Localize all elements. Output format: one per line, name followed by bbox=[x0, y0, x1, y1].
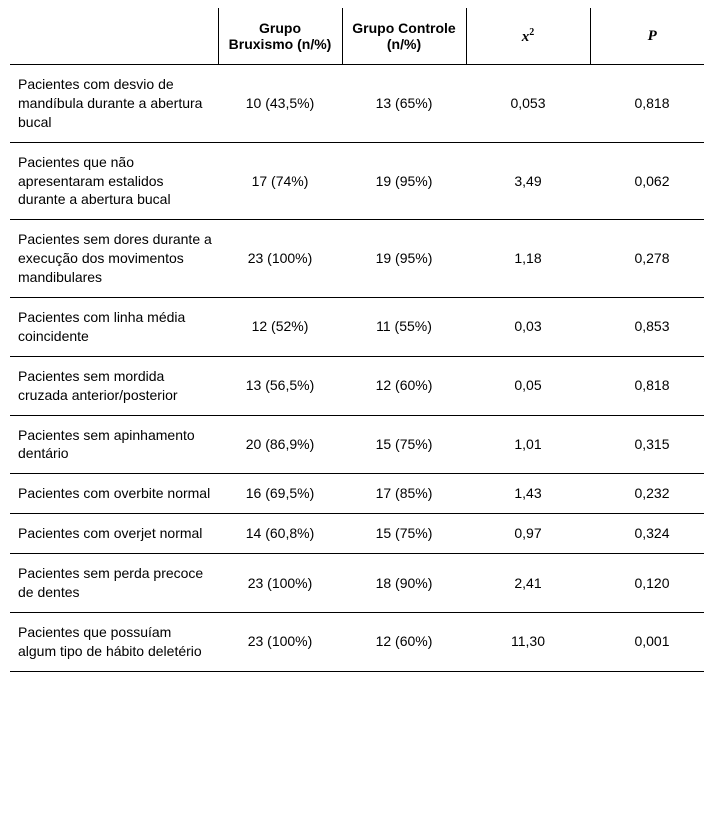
cell-p: 0,315 bbox=[590, 415, 704, 474]
cell-controle: 15 (75%) bbox=[342, 514, 466, 554]
col-header-chi2: x2 bbox=[466, 8, 590, 65]
table-row: Pacientes sem apinhamento dentário20 (86… bbox=[10, 415, 704, 474]
cell-bruxismo: 17 (74%) bbox=[218, 142, 342, 220]
table-row: Pacientes que não apresentaram estalidos… bbox=[10, 142, 704, 220]
cell-bruxismo: 14 (60,8%) bbox=[218, 514, 342, 554]
table-row: Pacientes sem mordida cruzada anterior/p… bbox=[10, 356, 704, 415]
cell-controle: 15 (75%) bbox=[342, 415, 466, 474]
cell-p: 0,324 bbox=[590, 514, 704, 554]
cell-controle: 17 (85%) bbox=[342, 474, 466, 514]
col-header-bruxismo: Grupo Bruxismo (n/%) bbox=[218, 8, 342, 65]
cell-chi2: 2,41 bbox=[466, 554, 590, 613]
table-row: Pacientes sem perda precoce de dentes23 … bbox=[10, 554, 704, 613]
cell-controle: 19 (95%) bbox=[342, 142, 466, 220]
table-header: Grupo Bruxismo (n/%) Grupo Controle (n/%… bbox=[10, 8, 704, 65]
cell-controle: 13 (65%) bbox=[342, 65, 466, 143]
clinical-comparison-table: Grupo Bruxismo (n/%) Grupo Controle (n/%… bbox=[10, 8, 704, 672]
cell-desc: Pacientes com desvio de mandíbula durant… bbox=[10, 65, 218, 143]
cell-p: 0,278 bbox=[590, 220, 704, 298]
cell-chi2: 0,05 bbox=[466, 356, 590, 415]
table-row: Pacientes que possuíam algum tipo de háb… bbox=[10, 612, 704, 671]
cell-chi2: 3,49 bbox=[466, 142, 590, 220]
cell-p: 0,818 bbox=[590, 65, 704, 143]
cell-desc: Pacientes sem dores durante a execução d… bbox=[10, 220, 218, 298]
cell-bruxismo: 23 (100%) bbox=[218, 612, 342, 671]
cell-bruxismo: 16 (69,5%) bbox=[218, 474, 342, 514]
cell-desc: Pacientes que possuíam algum tipo de háb… bbox=[10, 612, 218, 671]
cell-chi2: 1,43 bbox=[466, 474, 590, 514]
table-body: Pacientes com desvio de mandíbula durant… bbox=[10, 65, 704, 672]
table-container: Grupo Bruxismo (n/%) Grupo Controle (n/%… bbox=[0, 0, 704, 692]
cell-desc: Pacientes sem apinhamento dentário bbox=[10, 415, 218, 474]
cell-desc: Pacientes com overbite normal bbox=[10, 474, 218, 514]
cell-desc: Pacientes que não apresentaram estalidos… bbox=[10, 142, 218, 220]
cell-p: 0,853 bbox=[590, 298, 704, 357]
cell-chi2: 1,18 bbox=[466, 220, 590, 298]
col-header-controle: Grupo Controle (n/%) bbox=[342, 8, 466, 65]
cell-chi2: 0,03 bbox=[466, 298, 590, 357]
cell-bruxismo: 10 (43,5%) bbox=[218, 65, 342, 143]
table-row: Pacientes com overjet normal14 (60,8%)15… bbox=[10, 514, 704, 554]
cell-controle: 19 (95%) bbox=[342, 220, 466, 298]
cell-p: 0,818 bbox=[590, 356, 704, 415]
cell-bruxismo: 13 (56,5%) bbox=[218, 356, 342, 415]
cell-chi2: 11,30 bbox=[466, 612, 590, 671]
table-row: Pacientes sem dores durante a execução d… bbox=[10, 220, 704, 298]
cell-bruxismo: 12 (52%) bbox=[218, 298, 342, 357]
cell-desc: Pacientes sem mordida cruzada anterior/p… bbox=[10, 356, 218, 415]
cell-bruxismo: 23 (100%) bbox=[218, 220, 342, 298]
cell-desc: Pacientes com overjet normal bbox=[10, 514, 218, 554]
cell-chi2: 0,053 bbox=[466, 65, 590, 143]
cell-p: 0,001 bbox=[590, 612, 704, 671]
cell-controle: 11 (55%) bbox=[342, 298, 466, 357]
cell-p: 0,120 bbox=[590, 554, 704, 613]
table-row: Pacientes com linha média coincidente12 … bbox=[10, 298, 704, 357]
cell-controle: 18 (90%) bbox=[342, 554, 466, 613]
table-row: Pacientes com overbite normal16 (69,5%)1… bbox=[10, 474, 704, 514]
col-header-desc bbox=[10, 8, 218, 65]
col-header-p: P bbox=[590, 8, 704, 65]
table-row: Pacientes com desvio de mandíbula durant… bbox=[10, 65, 704, 143]
cell-p: 0,232 bbox=[590, 474, 704, 514]
cell-p: 0,062 bbox=[590, 142, 704, 220]
header-row: Grupo Bruxismo (n/%) Grupo Controle (n/%… bbox=[10, 8, 704, 65]
cell-controle: 12 (60%) bbox=[342, 356, 466, 415]
cell-desc: Pacientes sem perda precoce de dentes bbox=[10, 554, 218, 613]
cell-bruxismo: 20 (86,9%) bbox=[218, 415, 342, 474]
cell-desc: Pacientes com linha média coincidente bbox=[10, 298, 218, 357]
cell-controle: 12 (60%) bbox=[342, 612, 466, 671]
cell-chi2: 0,97 bbox=[466, 514, 590, 554]
cell-chi2: 1,01 bbox=[466, 415, 590, 474]
cell-bruxismo: 23 (100%) bbox=[218, 554, 342, 613]
